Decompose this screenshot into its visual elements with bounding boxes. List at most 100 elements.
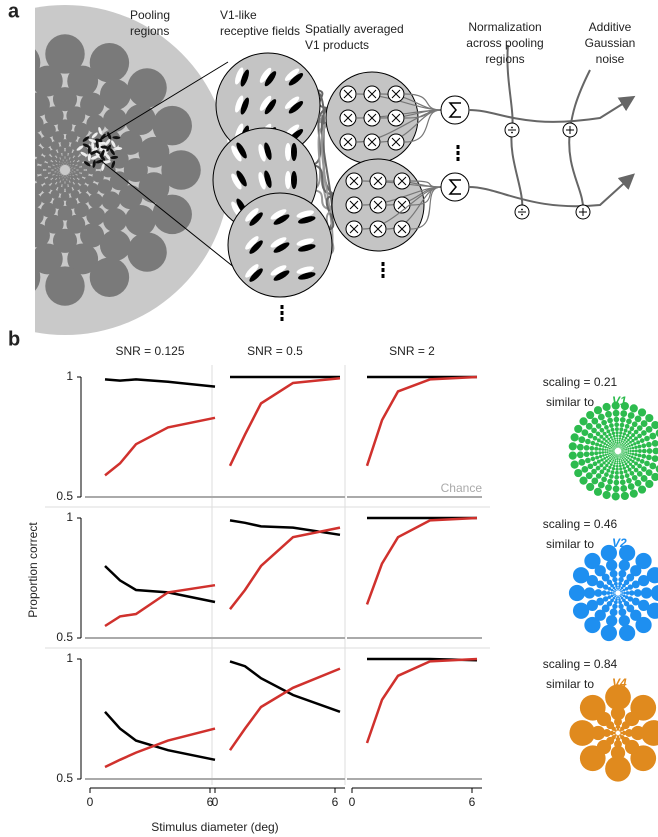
pool-region [3,208,27,232]
receptive-dot [634,479,642,487]
decoration [111,140,116,148]
pool-region [60,155,65,160]
receptive-dot [614,452,616,454]
receptive-dot [613,452,615,454]
caption: regions [485,52,524,66]
receptive-dot [616,454,618,456]
decoration [566,126,574,134]
pool-region [50,170,55,175]
receptive-dot [625,448,628,451]
receptive-dot [610,441,613,444]
pool-region [52,228,78,253]
receptive-dot [637,408,647,417]
receptive-dot [651,420,658,430]
pool-region [0,205,5,236]
receptive-dot [616,462,619,465]
receptive-dot [612,603,618,610]
receptive-dot [613,445,615,447]
decoration [95,140,99,149]
decoration [391,89,401,99]
receptive-dot [616,445,618,447]
pool-region [41,146,51,156]
pool-region [35,158,38,169]
receptive-dot [614,450,615,451]
receptive-dot [625,459,628,462]
receptive-dot [615,455,617,457]
decoration [270,237,287,248]
receptive-dot [598,447,602,451]
y-tick-label: 1 [66,651,73,665]
pool-region [0,104,5,135]
pool-region [65,155,70,160]
receptive-dot [590,440,596,446]
receptive-dot [622,583,626,588]
receptive-dot [616,735,620,738]
receptive-dot [636,425,643,431]
receptive-dot [611,457,614,459]
decoration [101,163,105,172]
pool-region [84,175,94,185]
pool-region [47,173,53,179]
receptive-dot [619,443,622,445]
pool-region [138,136,170,168]
receptive-dot [579,476,588,485]
pool-region [72,183,80,191]
receptive-dot [612,440,615,443]
pool-region [67,243,99,275]
decoration [291,171,297,189]
decoration [87,146,91,155]
receptive-dot [600,544,617,562]
receptive-dot [626,454,629,457]
receptive-dot [604,448,607,451]
receptive-dot [601,590,607,596]
receptive-dot [617,446,619,448]
pool-region [35,114,44,134]
receptive-dot [621,448,623,450]
receptive-dot [591,725,606,741]
receptive-dot [652,447,658,455]
receptive-dot [631,421,638,428]
receptive-dot [616,728,620,731]
pool-region [73,155,80,162]
receptive-dot [612,576,618,583]
receptive-dot [574,468,583,478]
pool-region [10,130,29,149]
receptive-dot [639,459,645,464]
receptive-dot [614,734,617,737]
receptive-dot [621,451,623,453]
pool-region [35,132,42,147]
receptive-dot [614,458,617,461]
line-series [228,376,341,467]
receptive-dot [631,597,640,606]
receptive-dot [591,468,597,475]
receptive-dot [612,586,616,590]
line-series [229,660,341,713]
receptive-dot [618,447,620,448]
decoration [448,179,461,195]
receptive-dot [627,438,630,442]
receptive-dot [568,442,577,451]
decoration [298,272,316,280]
receptive-dot [613,442,615,444]
receptive-dot [612,451,614,452]
receptive-dot [619,431,623,435]
receptive-dot [607,455,610,458]
receptive-dot [624,586,629,591]
receptive-dot [627,483,635,490]
receptive-dot [617,454,619,455]
receptive-dot [611,445,614,447]
receptive-dot [624,450,627,452]
receptive-dot [604,451,607,454]
receptive-dot [651,472,658,482]
receptive-dot [600,624,617,642]
pool-region [59,175,63,178]
receptive-dot [579,417,588,426]
receptive-dot [638,599,650,611]
pool-region [54,172,58,176]
pool-region [44,106,64,126]
receptive-dot [618,454,620,456]
receptive-dot [605,439,608,443]
receptive-dot [613,600,618,605]
receptive-dot [590,456,596,462]
receptive-dot [619,456,621,458]
